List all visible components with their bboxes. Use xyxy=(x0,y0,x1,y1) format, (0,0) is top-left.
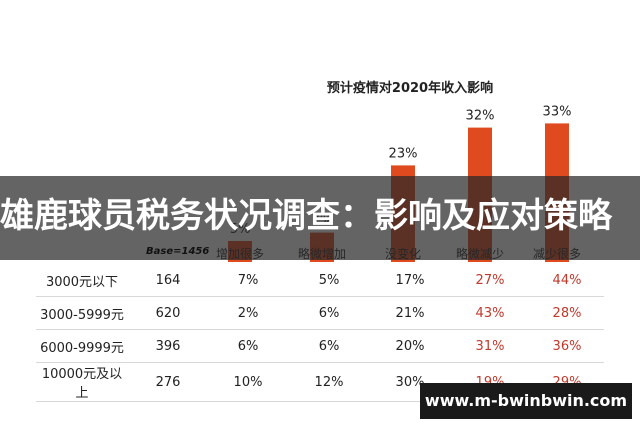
watermark: www.m-bwinbwin.com xyxy=(420,383,632,419)
row-value: 36% xyxy=(552,338,582,354)
bar-value-label-5: 33% xyxy=(543,104,572,119)
row-value: 20% xyxy=(395,338,425,354)
table-row: 3000元以下 164 7% 5% 17% 27% 44% xyxy=(36,264,604,297)
base-label: Base=1456 xyxy=(146,246,210,257)
bar-value-label-4: 32% xyxy=(466,109,495,124)
banner-title: 雄鹿球员税务状况调查：影响及应对策略 xyxy=(0,196,612,236)
row-base: 620 xyxy=(155,305,181,321)
row-value: 44% xyxy=(552,272,582,288)
row-label: 3000元以下 xyxy=(45,274,119,290)
bar-value-label-3: 23% xyxy=(389,146,418,161)
row-value: 10% xyxy=(233,374,263,390)
row-value: 31% xyxy=(475,338,505,354)
row-value: 6% xyxy=(318,305,340,321)
row-value: 2% xyxy=(237,305,259,321)
row-value: 17% xyxy=(395,272,425,288)
row-base: 276 xyxy=(155,374,181,390)
row-value: 30% xyxy=(395,374,425,390)
row-base: 164 xyxy=(155,272,181,288)
row-base: 396 xyxy=(155,338,181,354)
row-value: 7% xyxy=(237,272,259,288)
row-value: 43% xyxy=(475,305,505,321)
row-value: 6% xyxy=(318,338,340,354)
breakdown-table: 3000元以下 164 7% 5% 17% 27% 44% 3000-5999元 620 2% 6%… xyxy=(36,264,604,402)
row-value: 21% xyxy=(395,305,425,321)
row-value: 5% xyxy=(318,272,340,288)
table-row: 6000-9999元 396 6% 6% 20% 31% 36% xyxy=(36,330,604,363)
row-label: 6000-9999元 xyxy=(40,340,124,356)
title-banner xyxy=(0,176,640,260)
row-value: 12% xyxy=(314,374,344,390)
row-value: 6% xyxy=(237,338,259,354)
row-label: 3000-5999元 xyxy=(40,307,124,323)
row-label: 10000元及以上 xyxy=(41,367,123,401)
chart-title: 预计疫情对2020年收入影响 xyxy=(327,80,493,96)
row-value: 27% xyxy=(475,272,505,288)
table-row: 3000-5999元 620 2% 6% 21% 43% 28% xyxy=(36,297,604,330)
row-value: 28% xyxy=(552,305,582,321)
